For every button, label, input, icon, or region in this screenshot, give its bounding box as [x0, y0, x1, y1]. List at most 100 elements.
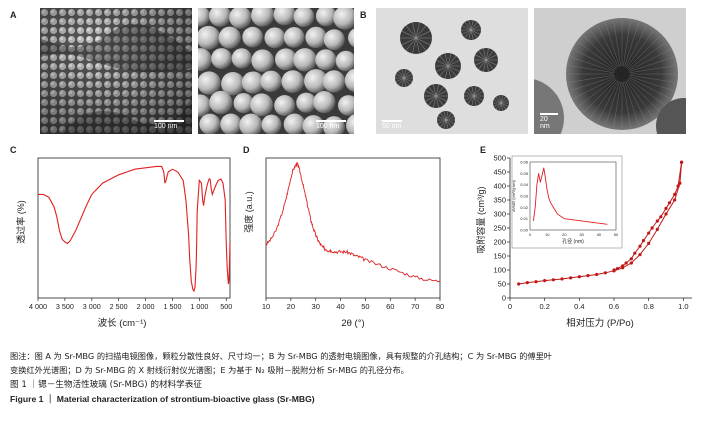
isotherm-desorption-line-point — [655, 219, 659, 223]
panel-label-e: E — [480, 145, 487, 155]
xrd-xtick-label: 70 — [411, 302, 419, 311]
ftir-spectrum-line — [38, 165, 231, 293]
ftir-xtick-label: 2 500 — [110, 302, 128, 311]
isotherm-ytick-label: 200 — [493, 238, 506, 247]
isotherm-adsorption-line-point — [603, 271, 607, 275]
isotherm-adsorption-line-point — [551, 278, 555, 282]
ftir-xtick-label: 1 000 — [190, 302, 208, 311]
figure-title-cn: 图 1 ｜锶－生物活性玻璃 (Sr-MBG) 的材料学表征 — [10, 380, 202, 390]
xrd-y-label: 强度 (a.u.) — [243, 191, 254, 233]
xrd-xtick-label: 50 — [361, 302, 369, 311]
isotherm-ytick-label: 250 — [493, 224, 506, 233]
inset-ytick-label: 0.06 — [520, 160, 529, 165]
inset-ytick-label: 0.02 — [520, 205, 529, 210]
xrd-pattern-line — [265, 162, 441, 283]
isotherm-adsorption-line-point — [577, 275, 581, 279]
isotherm-xtick-label: 0.4 — [574, 302, 584, 311]
ftir-y-label: 透过率 (%) — [15, 200, 26, 244]
isotherm-xtick-label: 0.8 — [643, 302, 653, 311]
isotherm-adsorption-line-point — [673, 198, 677, 202]
xrd-xtick-label: 30 — [312, 302, 320, 311]
panel-label-d: D — [243, 145, 250, 155]
isotherm-desorption-line-point — [624, 261, 628, 265]
isotherm-ytick-label: 150 — [493, 252, 506, 261]
inset-xtick-label: 10 — [545, 232, 550, 237]
panel-label-b: B — [360, 10, 367, 20]
isotherm-desorption-line-point — [633, 251, 637, 255]
ftir-xtick-label: 1 500 — [163, 302, 181, 311]
isotherm-desorption-line-point — [629, 257, 633, 261]
isotherm-desorption-line-point — [667, 201, 672, 205]
inset-ytick-label: 0.04 — [520, 182, 529, 187]
ftir-x-label: 波长 (cm⁻¹) — [98, 317, 147, 329]
inset-xtick-label: 0 — [529, 232, 532, 237]
xrd-xtick-label: 80 — [436, 302, 444, 311]
inset-ytick-label: 0.01 — [520, 216, 529, 221]
isotherm-adsorption-line-point — [560, 277, 564, 281]
figure-note: 图注：图 A 为 Sr-MBG 的扫描电镜图像，颗粒分散性良好、尺寸均一；B 为… — [10, 349, 694, 377]
isotherm-desorption-line-point — [664, 206, 668, 210]
tem-image-low-mag: 50 nm — [376, 8, 528, 134]
ftir-xtick-label: 4 000 — [29, 302, 47, 311]
isotherm-ytick-label: 400 — [493, 182, 506, 191]
inset-xtick-label: 30 — [579, 232, 584, 237]
ftir-xtick-label: 3 000 — [83, 302, 101, 311]
inset-pore-distribution-line — [532, 167, 608, 225]
isotherm-desorption-line — [613, 162, 683, 271]
isotherm-ytick-label: 100 — [493, 266, 506, 275]
isotherm-ytick-label: 300 — [493, 210, 506, 219]
xrd-xtick-label: 20 — [287, 302, 295, 311]
inset-y-label: dV/dD (cm³/g·nm) — [511, 179, 516, 211]
isotherm-desorption-line-point — [680, 160, 684, 164]
ftir-chart: 透过率 (%) 波长 (cm⁻¹) 4 000 3 500 3 000 2 500 2 … — [15, 157, 232, 329]
isotherm-desorption-line-point — [641, 239, 646, 243]
isotherm-adsorption-line-point — [569, 276, 573, 280]
ftir-plot-frame — [37, 157, 231, 299]
isotherm-desorption-line-point — [615, 267, 620, 271]
isotherm-adsorption-line-point — [543, 279, 547, 283]
inset-xtick-label: 50 — [614, 232, 619, 237]
isotherm-desorption-line-point — [650, 226, 654, 230]
isotherm-desorption-line-point — [673, 192, 677, 196]
xrd-chart: 强度 (a.u.) 2θ (°) 10 20 30 40 50 60 70 80 — [243, 157, 444, 329]
isotherm-desorption-line-point — [659, 215, 663, 219]
scale-bar-sem-left: 100 nm — [154, 120, 184, 130]
xrd-xtick-label: 60 — [386, 302, 394, 311]
isotherm-adsorption-line-point — [595, 272, 599, 277]
isotherm-ytick-label: 0 — [502, 294, 506, 303]
inset-xtick-label: 40 — [597, 232, 602, 237]
isotherm-adsorption-line-point — [647, 241, 651, 245]
scale-bar-tem-left: 50 nm — [382, 120, 402, 130]
ftir-xtick-label: 3 500 — [56, 302, 74, 311]
sem-image-high-mag: 100 nm — [198, 8, 354, 134]
inset-x-label: 孔径 (nm) — [562, 238, 584, 245]
scale-bar-tem-right: 20 nm — [540, 113, 558, 130]
xrd-x-label: 2θ (°) — [341, 318, 364, 329]
isotherm-adsorption-line-point — [586, 274, 590, 278]
isotherm-ytick-label: 450 — [493, 168, 506, 177]
sem-image-low-mag: 100 nm — [40, 8, 192, 134]
inset-plot-frame — [529, 161, 617, 231]
isotherm-desorption-line-point — [647, 231, 651, 235]
figure-note-line-2: 变换红外光谱图；D 为 Sr-MBG 的 X 射线衍射仪光谱图；E 为基于 N₂… — [10, 365, 409, 375]
isotherm-ytick-label: 50 — [498, 280, 506, 289]
inset-xtick-label: 20 — [562, 232, 567, 237]
inset-ytick-label: 0.05 — [520, 171, 529, 176]
isotherm-ytick-label: 350 — [493, 196, 506, 205]
isotherm-xtick-label: 0 — [508, 302, 512, 311]
tem-image-high-mag: 20 nm — [534, 8, 686, 134]
isotherm-desorption-line-point — [612, 268, 616, 272]
ftir-xtick-label: 500 — [220, 302, 232, 311]
ftir-xtick-label: 2 000 — [137, 302, 155, 311]
inset-ytick-label: 0.03 — [520, 194, 529, 199]
xrd-plot-frame — [265, 157, 441, 299]
isotherm-adsorption-line-point — [655, 227, 659, 231]
figure-title-en: Figure 1 ｜ Material characterization of … — [10, 394, 315, 404]
isotherm-xtick-label: 1.0 — [678, 302, 688, 311]
xrd-xtick-label: 40 — [336, 302, 344, 311]
isotherm-adsorption-line-point — [629, 261, 633, 265]
isotherm-chart: 吸附容量 (cm³/g) 相对压力 (P/Po) 0 0.2 0.4 0.6 0.8 1.… — [475, 154, 692, 329]
isotherm-desorption-line-point — [621, 264, 625, 268]
isotherm-adsorption-line-point — [664, 212, 668, 216]
isotherm-adsorption-line-point — [517, 282, 521, 286]
